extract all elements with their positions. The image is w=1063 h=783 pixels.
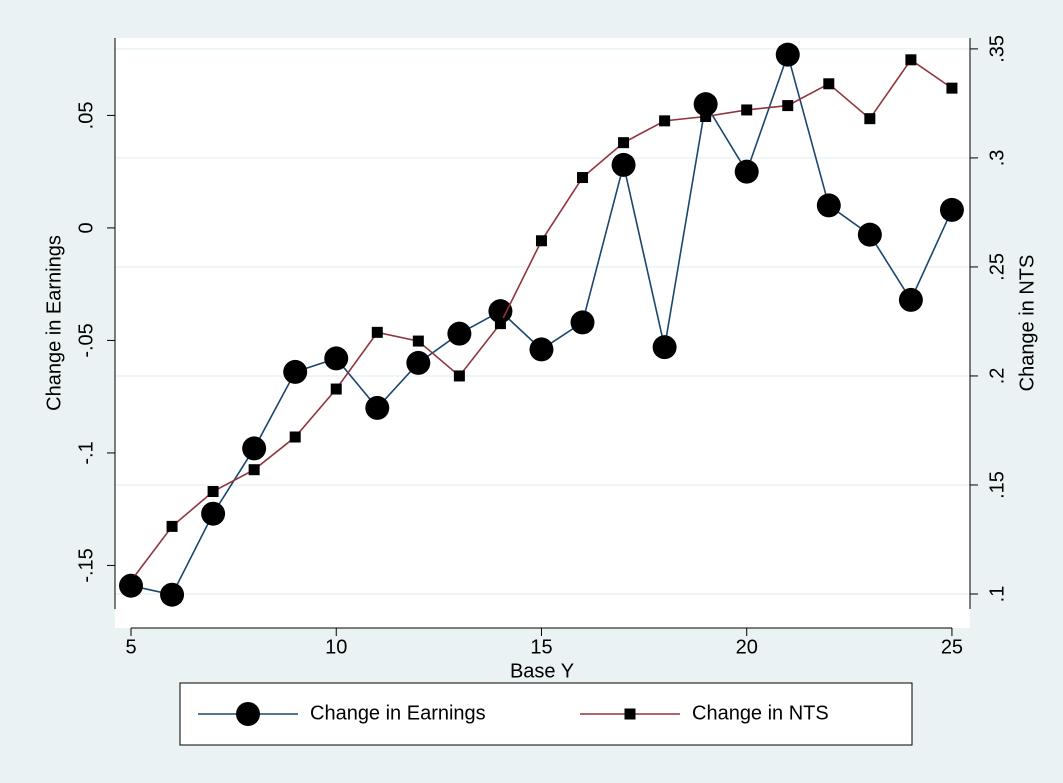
point-marker [535,235,547,247]
point-marker [939,197,964,222]
y2-tick-label: .3 [986,150,1008,167]
point-marker [365,395,390,420]
x-tick-label: 10 [325,636,347,658]
point-marker [741,104,753,116]
point-marker [494,318,506,330]
point-marker [529,337,554,362]
point-marker [453,370,465,382]
y2-tick-label: .1 [986,586,1008,603]
point-marker [324,346,349,371]
x-tick-label: 20 [736,636,758,658]
point-marker [700,110,712,122]
point-marker [488,299,513,324]
point-marker [618,137,630,149]
x-tick-label: 15 [530,636,552,658]
point-marker [864,113,876,125]
point-marker [898,287,923,312]
point-marker [905,54,917,66]
y2-tick-label: .15 [986,471,1008,499]
y-tick-label: .05 [75,102,97,130]
point-marker [242,436,267,461]
point-marker [330,383,342,395]
point-marker [823,78,835,90]
y-tick-label: -.1 [75,441,97,464]
point-marker [201,501,226,526]
y2-tick-label: .35 [986,35,1008,63]
y2-tick-label: .25 [986,253,1008,281]
plot-area [115,38,970,628]
x-tick-label: 25 [941,636,963,658]
point-marker [166,520,178,532]
point-marker [289,431,301,443]
point-marker [857,222,882,247]
point-marker [160,582,185,607]
point-marker [207,486,219,498]
legend-marker [624,708,636,720]
point-marker [125,575,137,587]
y-tick-label: -.05 [75,323,97,357]
legend-marker [236,702,260,726]
y-tick-label: 0 [75,222,97,233]
legend-box [179,682,913,746]
point-marker [652,335,677,360]
legend-label: Change in Earnings [310,702,486,724]
point-marker [734,159,759,184]
legend-label: Change in NTS [692,702,829,724]
point-marker [412,335,424,347]
point-marker [570,310,595,335]
point-marker [611,152,636,177]
point-marker [577,172,589,184]
x-axis-label: Base Y [510,660,574,682]
point-marker [782,100,794,112]
point-marker [248,464,260,476]
point-marker [946,82,958,94]
point-marker [406,350,431,375]
point-marker [775,42,800,67]
point-marker [693,92,718,117]
point-marker [816,193,841,218]
point-marker [283,359,308,384]
point-marker [371,326,383,338]
y2-axis-label: Change in NTS [1016,255,1038,392]
y-axis-label: Change in Earnings [43,235,65,411]
x-tick-label: 5 [125,636,136,658]
y-tick-label: -.15 [75,548,97,582]
point-marker [659,115,671,127]
y2-tick-label: .2 [986,368,1008,385]
point-marker [447,321,472,346]
